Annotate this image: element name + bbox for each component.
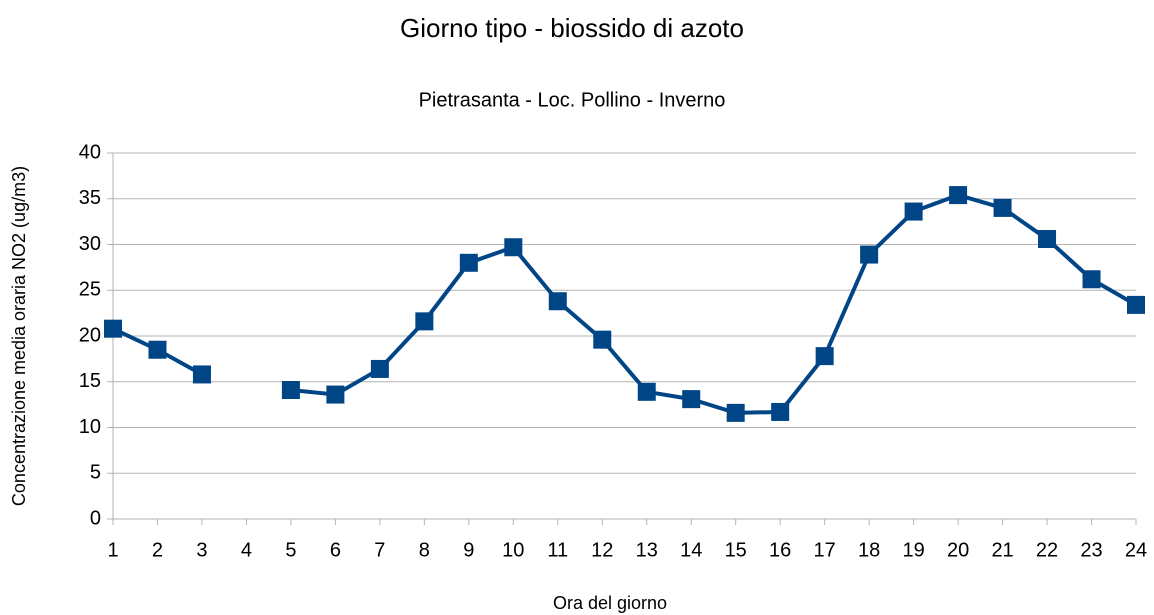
series-marker: [459, 253, 478, 272]
x-axis-label: Ora del giorno: [553, 593, 667, 613]
series-marker: [860, 245, 879, 264]
series-marker: [949, 186, 968, 205]
x-tick-label: 19: [902, 539, 924, 561]
x-tick-label: 6: [330, 539, 341, 561]
x-tick-label: 22: [1036, 539, 1058, 561]
series-marker: [993, 198, 1012, 217]
chart-subtitle: Pietrasanta - Loc. Pollino - Inverno: [419, 89, 726, 111]
series-marker: [192, 365, 211, 384]
x-tick-label: 7: [374, 539, 385, 561]
x-tick-label: 13: [636, 539, 658, 561]
series-marker: [593, 330, 612, 349]
x-tick-label: 15: [725, 539, 747, 561]
series-marker: [1127, 295, 1145, 314]
series-line: [112, 193, 1137, 415]
x-tick-label: 11: [547, 539, 568, 561]
series-marker: [148, 340, 167, 359]
x-tick-label: 14: [680, 539, 702, 561]
x-tick-label: 21: [991, 539, 1013, 561]
y-tick-label: 20: [79, 324, 101, 346]
x-tick-label: 24: [1125, 539, 1147, 561]
y-tick-label: 0: [90, 507, 101, 529]
x-tick-label: 9: [463, 539, 474, 561]
y-tick-label: 15: [79, 370, 101, 392]
x-tick-label: 3: [196, 539, 207, 561]
series-marker: [726, 403, 745, 422]
x-tick-label: 18: [858, 539, 880, 561]
series-marker: [548, 292, 567, 311]
x-tick-label: 20: [947, 539, 969, 561]
y-tick-label: 25: [79, 279, 101, 301]
y-tick-label: 35: [79, 187, 101, 209]
y-tick-label: 5: [90, 462, 101, 484]
series-marker: [370, 359, 389, 378]
series-marker: [1082, 270, 1101, 289]
x-tick-label: 23: [1080, 539, 1102, 561]
y-tick-label: 30: [79, 233, 101, 255]
y-axis-label: Concentrazione media oraria NO2 (ug/m3): [9, 166, 29, 506]
series-marker: [281, 380, 300, 399]
x-tick-label: 16: [769, 539, 791, 561]
x-tick-label: 5: [285, 539, 296, 561]
x-tick-label: 17: [814, 539, 836, 561]
series-marker: [1038, 230, 1057, 249]
series-marker: [326, 385, 345, 404]
series-marker: [637, 382, 656, 401]
series-marker: [682, 390, 701, 409]
series-marker: [771, 402, 790, 421]
x-tick-label: 2: [152, 539, 163, 561]
x-tick-label: 8: [419, 539, 430, 561]
series-marker: [904, 202, 923, 221]
y-tick-label: 10: [79, 416, 101, 438]
series-marker: [104, 319, 122, 338]
x-tick-label: 4: [241, 539, 252, 561]
series-marker: [504, 238, 523, 257]
x-tick-label: 12: [591, 539, 613, 561]
x-tick-label: 1: [107, 539, 118, 561]
series-marker: [815, 347, 834, 366]
x-tick-label: 10: [502, 539, 524, 561]
series-marker: [415, 312, 434, 331]
chart-title: Giorno tipo - biossido di azoto: [400, 13, 744, 43]
y-tick-label: 40: [79, 141, 101, 163]
